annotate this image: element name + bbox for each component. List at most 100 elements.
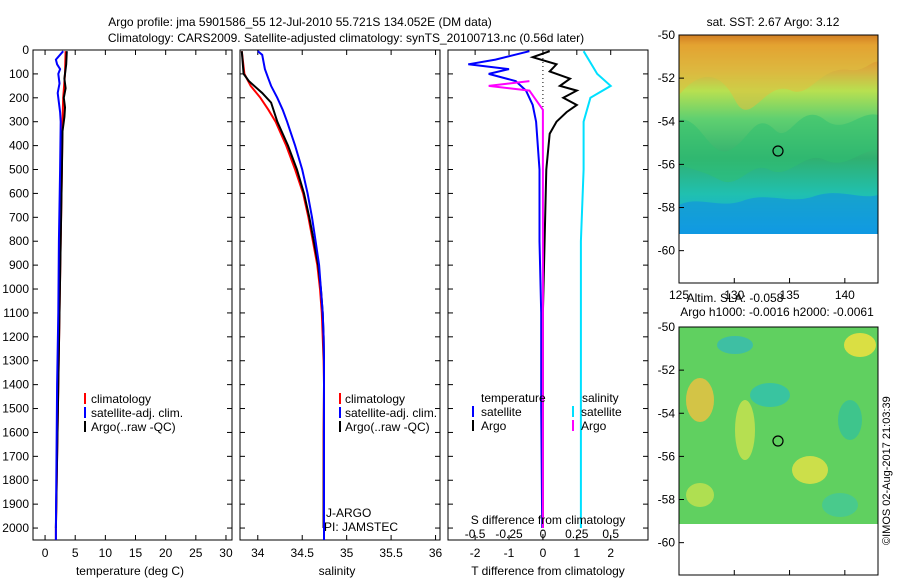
- y-tick-label: 200: [9, 91, 29, 105]
- legend-label-climatology: climatology: [91, 392, 151, 406]
- series-line-t-argo: [529, 50, 580, 528]
- sla-negative-anomaly: [822, 493, 858, 517]
- map-x-tick-label: 125: [669, 288, 689, 302]
- map-y-tick-label: -56: [658, 449, 676, 463]
- s-tick-label: 0.25: [565, 527, 589, 541]
- figure-title-line1: Argo profile: jma 5901586_55 12-Jul-2010…: [108, 15, 492, 29]
- legend-swatch-satellite: [339, 407, 341, 418]
- y-tick-label: 1000: [2, 282, 29, 296]
- x-tick-label: 5: [72, 546, 79, 560]
- float-program-label: J-ARGO: [326, 506, 371, 520]
- sst-cold-water: [679, 193, 878, 234]
- argo-position-marker: [772, 435, 784, 447]
- map-y-tick-label: -54: [658, 406, 676, 420]
- series-line-satellite-adj-clim-: [257, 50, 325, 540]
- imos-timestamp-text: ©IMOS 02-Aug-2017 21:03:39: [881, 396, 893, 545]
- map-y-tick-label: -50: [658, 28, 676, 42]
- legend-swatch-argo: [84, 421, 86, 432]
- temperature-axis-label: temperature (deg C): [76, 564, 184, 578]
- s-tick-label: -0.25: [495, 527, 523, 541]
- x-tick-label: 20: [159, 546, 173, 560]
- series-line-argo-raw-qc-: [54, 51, 68, 529]
- sst-front: [679, 114, 878, 183]
- float-pi-label: PI: JAMSTEC: [324, 520, 398, 534]
- map-y-tick-label: -56: [658, 157, 676, 171]
- x-tick-label: 36: [429, 546, 443, 560]
- x-tick-label: 15: [129, 546, 143, 560]
- legend-swatch-t-satellite: [472, 406, 474, 417]
- sla-positive-anomaly: [735, 400, 755, 460]
- legend-swatch-s-satellite: [572, 406, 574, 417]
- legend-swatch-climatology: [339, 393, 341, 404]
- y-tick-label: 1900: [2, 497, 29, 511]
- legend-swatch-climatology: [84, 393, 86, 404]
- map-x-tick-label: 135: [780, 288, 800, 302]
- sla-map: [678, 326, 879, 576]
- x-tick-label: -2: [470, 546, 481, 560]
- sst-map: [678, 34, 879, 284]
- legend-swatch-s-argo: [572, 420, 574, 431]
- sla-map-subtitle: Argo h1000: -0.0016 h2000: -0.0061: [680, 305, 874, 319]
- y-tick-label: 600: [9, 186, 29, 200]
- salinity-legend: climatology satellite-adj. clim. Argo(..…: [339, 392, 437, 434]
- legend-swatch-t-argo: [472, 420, 474, 431]
- y-tick-label: 1600: [2, 425, 29, 439]
- x-tick-label: 2: [607, 546, 614, 560]
- map-y-tick-label: -52: [658, 363, 676, 377]
- map-y-tick-label: -60: [658, 244, 676, 258]
- x-tick-label: 25: [189, 546, 203, 560]
- y-tick-label: 1400: [2, 378, 29, 392]
- temperature-axes: [32, 49, 233, 541]
- s-difference-axis-label: S difference from climatology: [471, 513, 626, 527]
- y-tick-label: 1100: [3, 306, 29, 320]
- legend-label-s-argo: Argo: [581, 419, 607, 433]
- map-y-tick-label: -58: [658, 201, 676, 215]
- legend-label-argo: Argo(..raw -QC): [91, 420, 176, 434]
- map-y-tick-label: -60: [658, 536, 676, 550]
- legend-label-t-argo: Argo: [481, 419, 507, 433]
- sla-positive-anomaly: [844, 333, 876, 357]
- legend-label-climatology: climatology: [345, 392, 405, 406]
- map-x-tick-label: 140: [835, 288, 855, 302]
- series-line-t-satellite: [468, 50, 544, 529]
- map-y-tick-label: -50: [658, 320, 676, 334]
- series-line-s-satellite: [579, 50, 613, 528]
- s-tick-label: -0.5: [465, 527, 486, 541]
- legend-swatch-satellite: [84, 407, 86, 418]
- sla-negative-anomaly: [750, 383, 790, 407]
- x-tick-label: 0: [540, 546, 547, 560]
- x-tick-label: 10: [99, 546, 113, 560]
- x-tick-label: 35: [340, 546, 354, 560]
- x-tick-label: -1: [504, 546, 515, 560]
- legend-label-satellite: satellite-adj. clim.: [91, 406, 183, 420]
- map-y-tick-label: -54: [658, 114, 676, 128]
- sla-map-title: Altim. SLA: -0.058: [687, 291, 784, 305]
- legend-swatch-argo: [339, 421, 341, 432]
- sst-map-title: sat. SST: 2.67 Argo: 3.12: [707, 15, 840, 29]
- x-tick-label: 30: [219, 546, 233, 560]
- y-tick-label: 300: [9, 115, 29, 129]
- legend-label-s-satellite: satellite: [581, 405, 622, 419]
- imos-timestamp: ©IMOS 02-Aug-2017 21:03:39: [881, 396, 893, 545]
- legend-label-argo: Argo(..raw -QC): [345, 420, 430, 434]
- x-tick-label: 34: [251, 546, 265, 560]
- sla-positive-anomaly: [792, 456, 828, 484]
- sla-negative-anomaly: [717, 336, 753, 354]
- y-tick-label: 1200: [2, 330, 29, 344]
- legend-label-satellite: satellite-adj. clim.: [345, 406, 437, 420]
- sst-warm-band: [679, 35, 878, 110]
- y-tick-label: 800: [9, 234, 29, 248]
- x-tick-label: 1: [573, 546, 580, 560]
- salinity-axis-label: salinity: [319, 564, 356, 578]
- y-tick-label: 1700: [2, 449, 29, 463]
- sla-positive-anomaly: [686, 378, 714, 422]
- map-x-tick-label: 130: [724, 288, 744, 302]
- difference-legend: temperature satellite Argo salinity sate…: [472, 391, 622, 433]
- salinity-axes: [239, 49, 441, 541]
- y-tick-label: 900: [9, 258, 29, 272]
- temperature-legend: climatology satellite-adj. clim. Argo(..…: [84, 392, 183, 434]
- y-tick-label: 700: [9, 210, 29, 224]
- y-tick-label: 1800: [2, 473, 29, 487]
- legend-label-t-satellite: satellite: [481, 405, 522, 419]
